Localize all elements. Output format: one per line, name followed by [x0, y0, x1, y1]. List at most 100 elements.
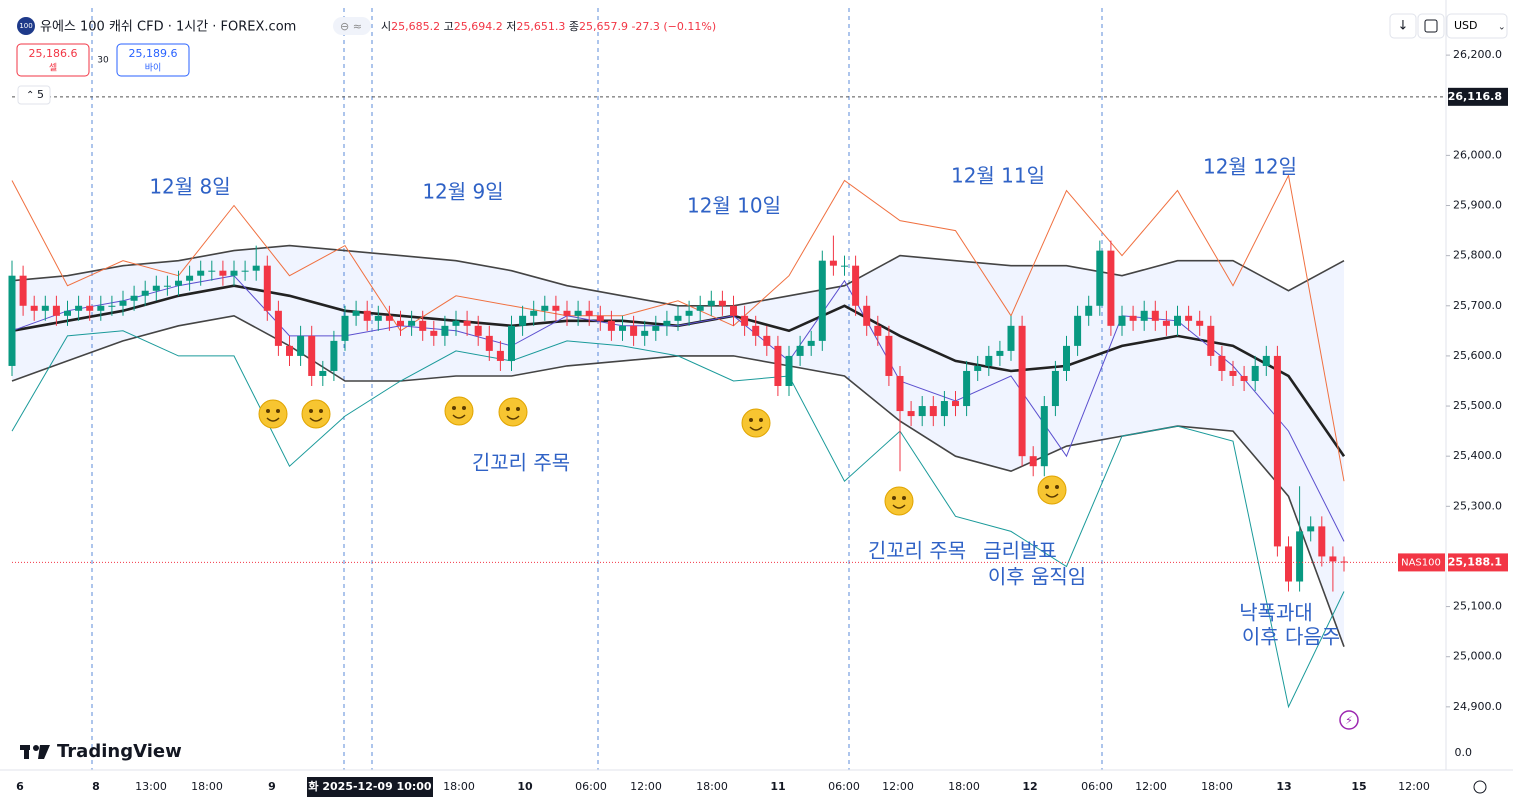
- candle-body: [97, 305, 105, 311]
- candle-body: [1118, 315, 1126, 326]
- emoji-eye: [452, 406, 456, 410]
- candle-body: [1285, 546, 1292, 582]
- buy-button[interactable]: [116, 43, 190, 77]
- candle-body: [1063, 345, 1070, 371]
- candle-body: [441, 325, 449, 336]
- emoji-marker: [301, 399, 331, 429]
- horizontal-line-label-bg: [1448, 87, 1508, 106]
- candle-body: [197, 270, 205, 276]
- candle-body: [263, 265, 271, 311]
- candle-body: [841, 265, 848, 267]
- x-tick-label: 06:00: [575, 780, 607, 793]
- emoji-mouth: [452, 414, 466, 419]
- buy-label: 바이: [145, 63, 162, 74]
- crosshair-label: 화 2025-12-09 10:00: [308, 779, 432, 793]
- settings-icon[interactable]: [1473, 780, 1487, 794]
- candle-body: [319, 370, 327, 376]
- logo-text: TradingView: [57, 741, 182, 762]
- last-price-label: 25,188.1: [1448, 555, 1502, 568]
- annotation: 12월 10일: [687, 194, 781, 218]
- candle-body: [175, 280, 182, 286]
- candle-body: [108, 305, 116, 307]
- candle-body: [463, 320, 471, 326]
- x-tick-label: 13: [1276, 780, 1291, 793]
- x-tick-label: 6: [16, 780, 24, 793]
- last-price-label-bg: [1448, 553, 1508, 572]
- candle-body: [274, 310, 282, 346]
- x-tick-label: 18:00: [696, 780, 728, 793]
- candle-body: [452, 320, 460, 326]
- x-tick-label: 12:00: [630, 780, 662, 793]
- ohlc-value: 25,685.2: [391, 20, 440, 33]
- candle-body: [696, 305, 704, 311]
- fullscreen-button[interactable]: [1417, 13, 1445, 39]
- candle-body: [1229, 370, 1237, 376]
- x-tick-label: 18:00: [948, 780, 980, 793]
- candle-body: [796, 345, 804, 356]
- candle-body: [996, 350, 1004, 356]
- candle-body: [1296, 531, 1304, 582]
- candle-body: [785, 355, 793, 386]
- sell-button[interactable]: [16, 43, 90, 77]
- candle-body: [86, 305, 94, 311]
- candle-body: [219, 270, 227, 276]
- status-pill[interactable]: [333, 17, 371, 35]
- alert-icon[interactable]: [1339, 710, 1359, 730]
- indicator-toggle[interactable]: [17, 85, 51, 105]
- symbol-title[interactable]: 유에스 100 캐쉬 CFD · 1시간 · FOREX.com: [40, 20, 296, 35]
- indicator-line: [11, 173, 1345, 482]
- symbol-icon: [17, 17, 35, 35]
- emoji-marker: [498, 397, 528, 427]
- annotation: 12월 8일: [149, 175, 230, 199]
- logo: TradingView: [20, 741, 182, 762]
- candle-body: [485, 335, 493, 351]
- emoji-eye: [266, 409, 270, 413]
- annotation: 금리발표: [983, 539, 1057, 563]
- ohlc-key: 종: [569, 20, 579, 33]
- y-tick-label: 24,900.0: [1453, 700, 1502, 713]
- x-tick-label: 12:00: [882, 780, 914, 793]
- buy-price: 25,189.6: [129, 47, 178, 60]
- candle-body: [985, 355, 993, 366]
- candle-body: [508, 325, 515, 361]
- candle-body: [585, 310, 593, 316]
- candle-body: [408, 320, 416, 326]
- indicator-line: [11, 330, 1345, 709]
- candle-body: [774, 345, 782, 386]
- annotation: 긴꼬리 주목: [472, 451, 570, 475]
- y-tick-label: 25,500.0: [1453, 399, 1502, 412]
- y-tick-label: 25,100.0: [1453, 600, 1502, 613]
- x-tick-label: 06:00: [828, 780, 860, 793]
- candle-body: [1273, 355, 1281, 547]
- candle-body: [619, 325, 626, 331]
- candle-body: [541, 305, 549, 311]
- candle-body: [19, 275, 27, 306]
- ohlc-value: 25,651.3: [516, 20, 565, 33]
- x-tick-label: 18:00: [1201, 780, 1233, 793]
- candle-body: [1218, 355, 1226, 371]
- candle-body: [1074, 315, 1082, 346]
- candle-body: [1018, 325, 1026, 457]
- emoji-mouth: [309, 417, 323, 422]
- emoji-eye: [1055, 485, 1059, 489]
- currency-select[interactable]: [1446, 13, 1508, 39]
- lower-pane-label: 0.0: [1455, 746, 1473, 759]
- emoji-eye: [462, 406, 466, 410]
- annotation: 12월 11일: [951, 164, 1045, 188]
- candle-body: [496, 350, 504, 361]
- candle-body: [630, 325, 638, 336]
- y-tick-label: 25,900.0: [1453, 199, 1502, 212]
- candle-body: [741, 315, 749, 326]
- candle-body: [130, 295, 138, 301]
- x-tick-label: 8: [92, 780, 100, 793]
- candle-body: [374, 315, 382, 321]
- emoji-eye: [902, 496, 906, 500]
- candle-body: [1196, 320, 1204, 326]
- logo-mark: [24, 745, 29, 759]
- candle-body: [952, 401, 959, 407]
- download-button[interactable]: [1389, 13, 1417, 39]
- candle-body: [963, 370, 971, 407]
